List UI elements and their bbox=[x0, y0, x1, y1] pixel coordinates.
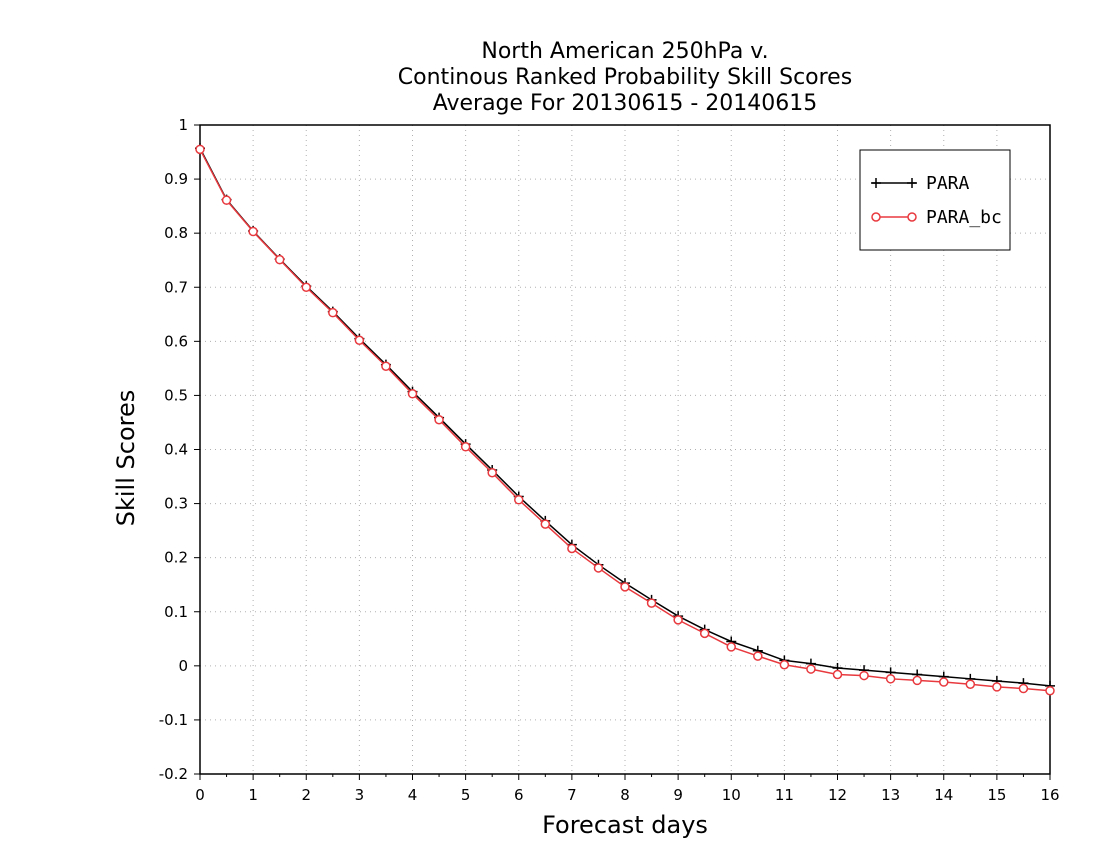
legend-marker bbox=[871, 212, 881, 222]
y-tick-label: 0.2 bbox=[164, 549, 188, 567]
data-point bbox=[753, 651, 763, 661]
data-point bbox=[593, 563, 604, 573]
x-tick-label: 3 bbox=[355, 786, 365, 804]
x-tick-label: 14 bbox=[934, 786, 953, 804]
y-tick-label: 0.1 bbox=[164, 603, 188, 621]
data-point bbox=[487, 468, 497, 478]
x-tick-label: 6 bbox=[514, 786, 524, 804]
legend-box bbox=[859, 149, 1011, 251]
x-tick-label: 4 bbox=[408, 786, 418, 804]
y-tick-label: -0.1 bbox=[159, 711, 188, 729]
y-tick-label: -0.2 bbox=[159, 765, 188, 783]
data-point bbox=[301, 282, 311, 292]
y-tick-label: 0.3 bbox=[164, 495, 188, 513]
data-point bbox=[274, 254, 285, 265]
legend-marker bbox=[907, 178, 917, 188]
x-tick-label: 9 bbox=[673, 786, 683, 804]
data-point bbox=[859, 670, 869, 681]
data-point bbox=[381, 361, 391, 371]
y-axis-ticks: -0.2 -0.1 0 0.1 0.2 0.3 0.4 0.5 0.6 0.7 0.8 0.9 1 bbox=[159, 116, 200, 783]
data-point bbox=[939, 677, 949, 687]
data-point bbox=[221, 195, 232, 205]
series-layer bbox=[195, 143, 1055, 696]
x-tick-label: 12 bbox=[828, 786, 847, 804]
x-axis-label: Forecast days bbox=[542, 811, 708, 839]
data-point bbox=[407, 389, 418, 399]
y-axis-label: Skill Scores bbox=[112, 390, 140, 527]
grid-lines bbox=[200, 125, 1050, 774]
data-point bbox=[726, 642, 736, 652]
legend-items: PARA PARA_bc bbox=[871, 173, 1002, 228]
y-tick-label: 0.4 bbox=[164, 441, 188, 459]
chart-title: North American 250hPa v. Continous Ranke… bbox=[398, 39, 852, 116]
data-point bbox=[620, 582, 630, 592]
x-tick-label: 0 bbox=[195, 786, 205, 804]
data-point bbox=[195, 144, 205, 155]
x-tick-label: 8 bbox=[620, 786, 630, 804]
x-tick-label: 2 bbox=[301, 786, 311, 804]
legend-item-para: PARA bbox=[871, 173, 970, 194]
x-tick-label: 15 bbox=[987, 786, 1006, 804]
data-point bbox=[646, 598, 657, 608]
data-point bbox=[992, 682, 1002, 692]
data-point bbox=[460, 442, 471, 452]
data-point bbox=[885, 674, 896, 684]
x-tick-label: 13 bbox=[881, 786, 900, 804]
data-point bbox=[354, 335, 365, 346]
legend-item-para-bc: PARA_bc bbox=[871, 207, 1002, 228]
y-tick-label: 1 bbox=[178, 116, 188, 134]
y-tick-label: 0.5 bbox=[164, 386, 188, 404]
data-point bbox=[699, 628, 710, 639]
series-para-bc bbox=[195, 144, 1055, 696]
title-line-3: Average For 20130615 - 20140615 bbox=[433, 91, 818, 116]
x-tick-label: 5 bbox=[461, 786, 471, 804]
x-tick-label: 11 bbox=[775, 786, 794, 804]
legend-marker bbox=[907, 212, 917, 222]
x-tick-label: 16 bbox=[1040, 786, 1059, 804]
data-point bbox=[912, 675, 922, 686]
legend: PARA PARA_bc bbox=[859, 149, 1011, 251]
x-tick-label: 10 bbox=[722, 786, 741, 804]
x-axis-ticks: 0 1 2 3 4 5 6 7 8 9 10 11 12 13 14 15 16 bbox=[195, 774, 1060, 804]
y-tick-label: 0 bbox=[178, 657, 188, 675]
title-line-1: North American 250hPa v. bbox=[481, 39, 768, 64]
title-line-2: Continous Ranked Probability Skill Score… bbox=[398, 65, 852, 90]
legend-label: PARA_bc bbox=[926, 207, 1002, 228]
data-point bbox=[248, 226, 258, 237]
x-tick-label: 7 bbox=[567, 786, 577, 804]
y-tick-label: 0.8 bbox=[164, 224, 188, 242]
data-point bbox=[779, 660, 790, 670]
data-point bbox=[514, 495, 524, 505]
data-point bbox=[434, 415, 444, 425]
data-point bbox=[832, 669, 843, 680]
data-point bbox=[806, 664, 816, 674]
data-point bbox=[965, 679, 976, 689]
y-tick-label: 0.9 bbox=[164, 170, 188, 188]
y-tick-label: 0.7 bbox=[164, 278, 188, 296]
data-point bbox=[673, 615, 683, 625]
data-point bbox=[540, 519, 551, 529]
data-point bbox=[567, 543, 577, 554]
data-point bbox=[1045, 685, 1055, 696]
data-point bbox=[1018, 683, 1029, 694]
y-tick-label: 0.6 bbox=[164, 332, 188, 350]
x-tick-label: 1 bbox=[248, 786, 258, 804]
legend-label: PARA bbox=[926, 173, 970, 194]
legend-marker bbox=[871, 178, 881, 188]
data-point bbox=[328, 307, 338, 318]
